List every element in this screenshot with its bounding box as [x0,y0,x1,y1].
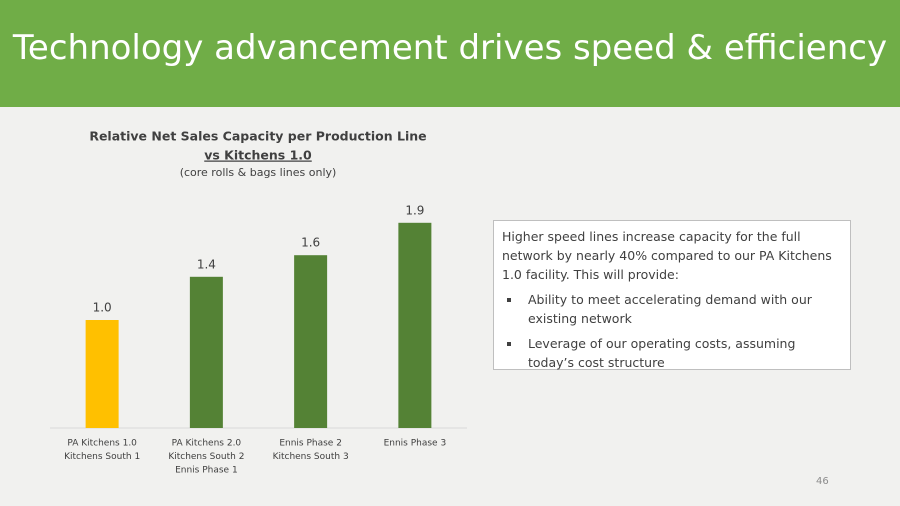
bullet-list: Ability to meet accelerating demand with… [502,290,842,372]
bar [398,222,432,428]
x-tick-label: Kitchens South 2 [168,452,244,462]
bar [294,255,328,428]
x-tick-label: PA Kitchens 1.0 [67,439,137,449]
value-label: 1.4 [197,257,216,271]
bullet: Ability to meet accelerating demand with… [522,290,842,328]
x-tick-label: PA Kitchens 2.0 [172,439,242,449]
x-tick-label: Ennis Phase 3 [384,439,447,449]
x-tick-label: Ennis Phase 1 [175,466,238,476]
chart-subtitle: vs Kitchens 1.0 [204,148,312,163]
x-tick-label: Ennis Phase 2 [279,439,342,449]
slide-title: Technology advancement drives speed & ef… [12,28,888,68]
value-label: 1.9 [405,203,424,217]
bar [189,276,223,428]
value-label: 1.6 [301,236,320,250]
bar [85,320,119,428]
x-tick-label: Kitchens South 1 [64,452,140,462]
header-band [0,0,900,107]
bullet: Leverage of our operating costs, assumin… [522,334,842,372]
text-box-intro: Higher speed lines increase capacity for… [502,229,832,282]
chart-note: (core rolls & bags lines only) [180,166,337,179]
page-number: 46 [816,476,829,487]
x-tick-label: Kitchens South 3 [273,452,349,462]
chart-title: Relative Net Sales Capacity per Producti… [89,129,426,144]
chart: Relative Net Sales Capacity per Producti… [50,129,467,476]
value-label: 1.0 [93,301,112,315]
text-box: Higher speed lines increase capacity for… [493,220,851,370]
